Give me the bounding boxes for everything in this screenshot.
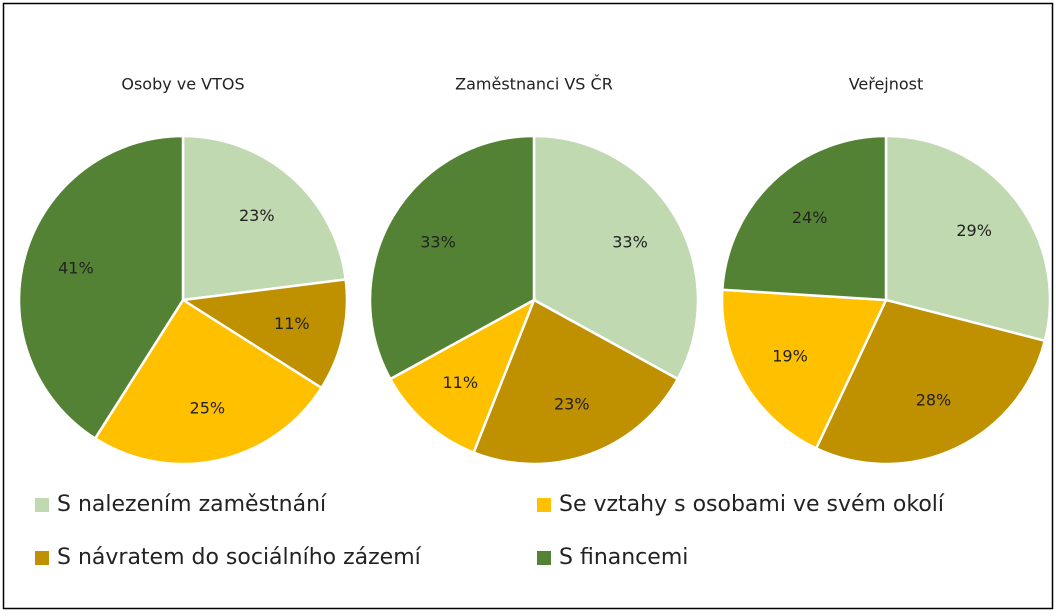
pie-slice xyxy=(93,298,324,466)
data-label: 24% xyxy=(792,208,828,227)
pie-slice xyxy=(720,134,888,302)
pie-slice xyxy=(720,288,888,451)
pie-title: Veřejnost xyxy=(849,75,924,94)
data-label: 41% xyxy=(58,258,94,277)
legend-swatch xyxy=(35,498,49,512)
pie-slice xyxy=(368,134,536,381)
pie-slice xyxy=(532,134,700,381)
legend-label: S financemi xyxy=(559,545,688,570)
legend-label: Se vztahy s osobami ve svém okolí xyxy=(559,492,945,517)
data-label: 29% xyxy=(956,221,992,240)
pie-title: Zaměstnanci VS ČR xyxy=(455,75,613,94)
pie-slice xyxy=(472,298,680,466)
legend-swatch xyxy=(537,498,551,512)
legend-swatch xyxy=(35,551,49,565)
pie-slice xyxy=(388,297,537,455)
legend-label: S návratem do sociálního zázemí xyxy=(57,545,422,570)
data-label: 11% xyxy=(442,373,478,392)
legend-swatch xyxy=(537,551,551,565)
data-label: 23% xyxy=(554,394,590,413)
pie-slice xyxy=(179,278,349,390)
data-label: 28% xyxy=(916,390,952,409)
pie-slice xyxy=(884,134,1052,343)
pie-slice xyxy=(17,134,185,441)
data-label: 19% xyxy=(772,346,808,365)
legend-label: S nalezením zaměstnání xyxy=(57,492,327,517)
data-label: 33% xyxy=(420,233,456,252)
data-label: 11% xyxy=(274,314,310,333)
pie-slice xyxy=(814,298,1047,466)
data-label: 25% xyxy=(190,398,226,417)
data-label: 23% xyxy=(239,206,275,225)
data-label: 33% xyxy=(612,233,648,252)
pie-slice xyxy=(181,134,348,302)
pie-title: Osoby ve VTOS xyxy=(121,75,244,94)
